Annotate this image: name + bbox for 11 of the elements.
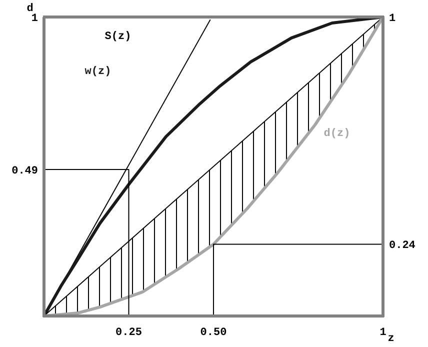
text: S(z) bbox=[104, 31, 132, 43]
x-tick-label: 0.50 bbox=[200, 327, 227, 339]
y-axis-title: d bbox=[26, 3, 34, 15]
x-tick-label: 1 bbox=[380, 327, 387, 339]
y2-tick-label: 1 bbox=[389, 13, 396, 25]
y-tick-label: 0.49 bbox=[12, 165, 38, 178]
series-label: d(z) bbox=[324, 128, 350, 140]
x-axis-title: z bbox=[388, 333, 394, 345]
text: w(z) bbox=[84, 66, 112, 78]
y2-tick-label: 0.24 bbox=[389, 240, 416, 252]
x-tick-label: 0.25 bbox=[116, 327, 142, 339]
